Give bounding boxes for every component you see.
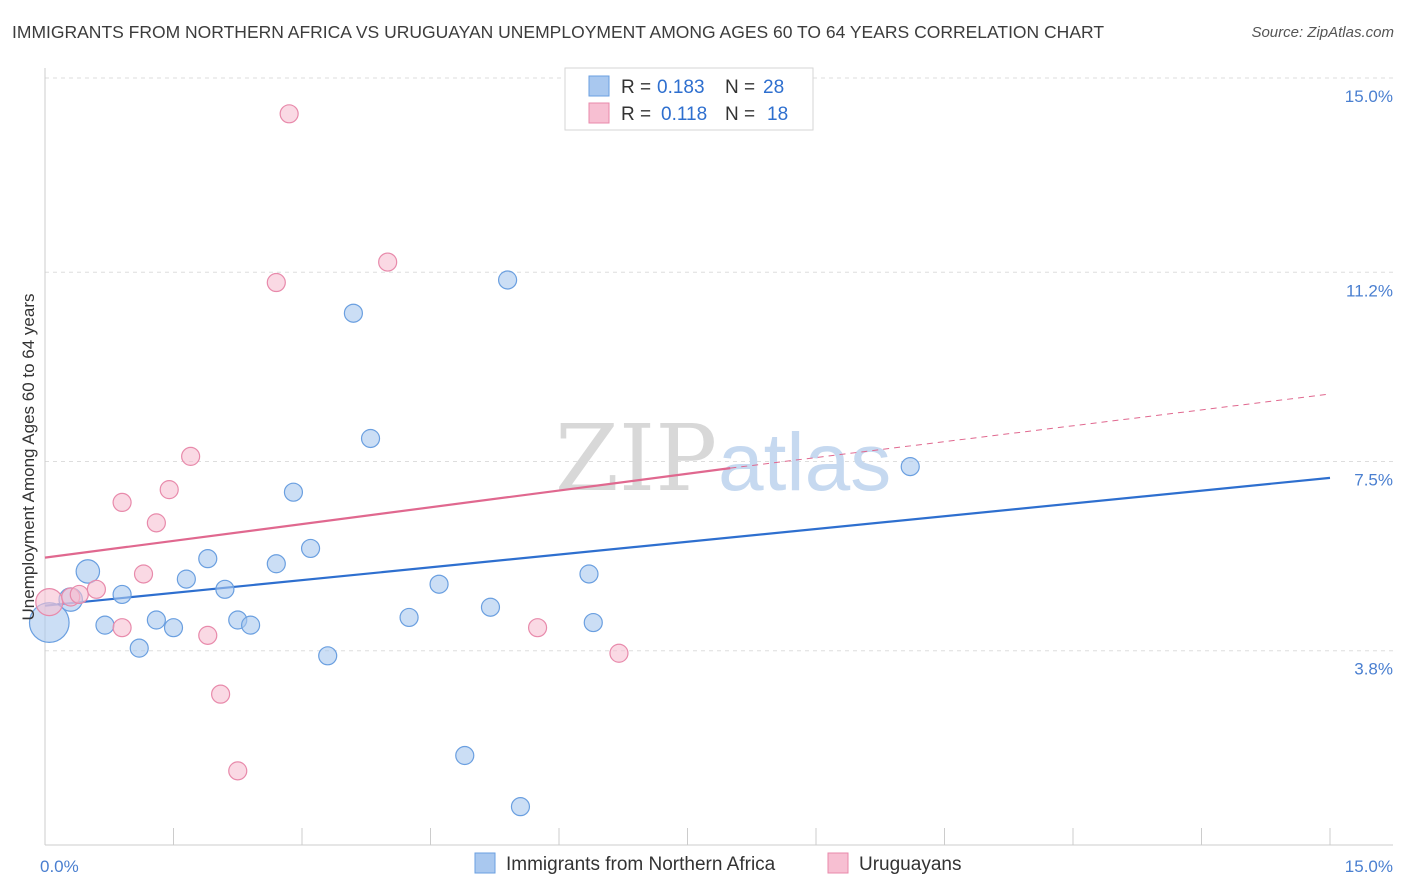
- legend-r-value-pink: 0.118: [661, 104, 707, 125]
- legend-swatch-blue: [588, 75, 610, 97]
- point-pink-0: [35, 588, 64, 617]
- bottom-legend: Immigrants from Northern Africa Uruguaya…: [474, 852, 961, 875]
- point-pink-16: [527, 618, 548, 638]
- trend-line-pink: [44, 467, 731, 559]
- point-pink-17: [609, 643, 629, 663]
- source-label: Source: ZipAtlas.com: [1251, 24, 1394, 41]
- y-tick-labels: 3.8% 7.5% 11.2% 15.0%: [1345, 87, 1393, 679]
- point-blue-16: [318, 646, 338, 666]
- point-blue-15: [300, 538, 321, 559]
- legend-n-value-blue: 28: [763, 77, 784, 98]
- data-points: [28, 104, 920, 817]
- legend-n-label-pink: N =: [725, 104, 755, 125]
- point-pink-11: [211, 684, 231, 704]
- point-pink-5: [112, 492, 132, 513]
- point-blue-3: [112, 584, 132, 605]
- legend-n-value-pink: 18: [767, 104, 788, 125]
- point-pink-3: [86, 579, 107, 599]
- point-blue-10: [215, 579, 235, 599]
- legend: R = 0.183 N = 28 R = 0.118 N = 18: [564, 67, 814, 131]
- trend-line-blue: [44, 476, 1331, 607]
- bottom-legend-swatch-pink: [827, 852, 849, 874]
- point-blue-19: [399, 607, 419, 628]
- grid-lines: [45, 77, 1393, 652]
- y-axis-label: Unemployment Among Ages 60 to 64 years: [19, 294, 38, 621]
- point-pink-2: [69, 584, 89, 605]
- point-pink-12: [228, 761, 248, 781]
- point-pink-4: [112, 618, 132, 638]
- y-tick-label-0: 3.8%: [1354, 660, 1393, 679]
- point-blue-9: [198, 549, 218, 569]
- point-blue-6: [146, 610, 166, 630]
- point-blue-27: [900, 457, 920, 477]
- y-tick-label-3: 15.0%: [1345, 87, 1393, 106]
- point-blue-23: [498, 270, 518, 290]
- x-tick-label-min: 0.0%: [40, 857, 79, 876]
- legend-r-label-blue: R =: [621, 77, 651, 98]
- point-blue-2: [75, 559, 101, 584]
- y-tick-label-1: 7.5%: [1354, 471, 1393, 490]
- point-blue-20: [429, 574, 449, 594]
- y-tick-label-2: 11.2%: [1346, 281, 1393, 300]
- point-blue-21: [455, 745, 475, 766]
- point-blue-5: [129, 638, 149, 658]
- point-pink-6: [133, 564, 154, 584]
- axes: [44, 68, 1393, 846]
- watermark-zip: ZIP: [555, 405, 717, 512]
- legend-n-label-blue: N =: [725, 77, 755, 98]
- point-blue-18: [360, 428, 381, 449]
- legend-r-label-pink: R =: [621, 104, 651, 125]
- point-blue-22: [480, 597, 501, 617]
- point-blue-13: [266, 554, 286, 574]
- point-pink-10: [198, 625, 218, 645]
- bottom-legend-swatch-blue: [474, 852, 496, 874]
- point-pink-9: [181, 446, 201, 466]
- point-blue-25: [579, 564, 599, 584]
- point-blue-17: [343, 303, 363, 323]
- watermark-atlas: atlas: [718, 417, 891, 508]
- point-blue-24: [510, 797, 531, 817]
- point-pink-14: [279, 104, 299, 124]
- point-blue-26: [583, 612, 603, 633]
- chart-title: IMMIGRANTS FROM NORTHERN AFRICA VS URUGU…: [12, 22, 1105, 42]
- bottom-legend-label-pink: Uruguayans: [859, 854, 961, 875]
- point-blue-7: [163, 618, 184, 638]
- trend-lines: [44, 393, 1331, 607]
- point-blue-4: [95, 615, 115, 635]
- legend-swatch-pink: [588, 102, 610, 124]
- trend-line-dashed-pink: [730, 393, 1331, 469]
- point-blue-12: [241, 615, 261, 635]
- point-pink-15: [378, 252, 398, 272]
- point-pink-7: [146, 513, 166, 533]
- point-blue-8: [176, 569, 196, 589]
- point-pink-8: [159, 480, 179, 500]
- bottom-legend-label-blue: Immigrants from Northern Africa: [506, 854, 776, 875]
- point-blue-14: [283, 482, 304, 502]
- point-pink-13: [266, 272, 286, 293]
- x-tick-label-max: 15.0%: [1345, 857, 1393, 876]
- legend-r-value-blue: 0.183: [657, 77, 705, 98]
